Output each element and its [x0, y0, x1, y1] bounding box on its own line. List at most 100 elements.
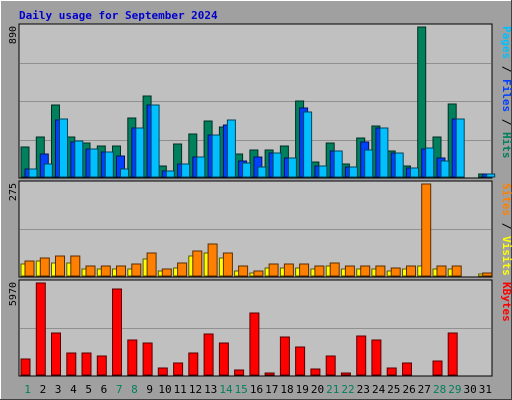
bar-sites-day-15: [238, 265, 249, 277]
bar-kbytes-day-10: [157, 367, 168, 376]
bar-kbytes-day-29: [447, 332, 458, 376]
bar-kbytes-day-18: [279, 336, 290, 376]
bar-pages-day-29: [455, 118, 465, 178]
bar-sites-day-8: [131, 263, 142, 277]
bar-sites-day-31: [482, 272, 493, 277]
bar-sites-day-7: [116, 265, 126, 277]
series-pages: [28, 104, 496, 178]
day-label-21: 21: [326, 383, 339, 396]
bar-kbytes-day-24: [371, 339, 382, 376]
bar-pages-day-3: [59, 118, 68, 178]
bar-kbytes-day-2: [35, 282, 46, 376]
side-label-segment: Sites: [500, 183, 512, 216]
day-label-1: 1: [24, 383, 31, 396]
bar-sites-day-3: [55, 255, 65, 277]
bar-sites-day-19: [299, 263, 310, 277]
day-axis-labels: 1 2 3 4 5 6 7 8 9 10 11 12 13 14 15 16 17 18 19 20 21 22 23 24 2…: [24, 383, 492, 396]
day-label-27: 27: [418, 383, 431, 396]
day-label-26: 26: [402, 383, 415, 396]
day-label-7: 7: [116, 383, 123, 396]
day-label-18: 18: [280, 383, 293, 396]
bar-sites-day-10: [161, 268, 172, 277]
bar-kbytes-day-15: [234, 369, 245, 376]
bar-pages-day-4: [74, 140, 84, 178]
day-label-9: 9: [146, 383, 153, 396]
panel-hits_files_pages: 890 Pages / Files / Hits: [8, 23, 512, 179]
day-label-3: 3: [55, 383, 62, 396]
bar-pages-day-21: [333, 150, 343, 178]
day-label-12: 12: [189, 383, 202, 396]
bar-sites-day-28: [436, 265, 447, 277]
bar-sites-day-29: [451, 265, 462, 277]
bar-sites-day-23: [360, 265, 371, 277]
bar-pages-day-31: [486, 173, 496, 178]
day-label-25: 25: [387, 383, 400, 396]
panel-visits_sites: 275 Sites / Visits: [8, 180, 512, 278]
series-kbytes: [20, 282, 458, 376]
bar-pages-day-20: [318, 165, 328, 178]
bar-sites-day-18: [283, 263, 294, 277]
bar-sites-day-4: [70, 255, 81, 277]
bar-pages-day-1: [28, 168, 38, 178]
day-label-24: 24: [372, 383, 386, 396]
bar-pages-day-8: [135, 127, 145, 178]
bar-pages-day-24: [379, 127, 389, 178]
panel-kbytes: 5970 KBytes: [8, 279, 512, 377]
bar-sites-day-27: [421, 183, 432, 277]
bar-pages-day-27: [425, 147, 435, 178]
day-label-11: 11: [174, 383, 187, 396]
day-label-19: 19: [296, 383, 309, 396]
day-label-8: 8: [131, 383, 138, 396]
bar-kbytes-day-26: [402, 362, 412, 376]
side-label-segment: Files: [500, 79, 512, 112]
bar-kbytes-day-5: [81, 352, 92, 376]
day-label-14: 14: [219, 383, 233, 396]
bar-pages-day-10: [165, 170, 175, 178]
bar-pages-day-19: [303, 111, 313, 178]
side-label-segment: Visits: [500, 236, 512, 276]
bar-sites-day-2: [39, 257, 50, 277]
side-label-segment: KBytes: [500, 282, 512, 322]
bar-sites-day-9: [146, 252, 157, 277]
day-label-16: 16: [250, 383, 263, 396]
bar-kbytes-day-11: [173, 362, 184, 376]
bar-pages-day-2: [43, 163, 53, 178]
bar-kbytes-day-13: [203, 333, 214, 376]
bar-kbytes-day-16: [249, 312, 260, 376]
day-label-29: 29: [448, 383, 461, 396]
bar-kbytes-day-28: [432, 360, 443, 376]
bar-pages-day-16: [257, 166, 267, 178]
y-axis-max-label: 890: [8, 26, 19, 44]
bar-sites-day-22: [344, 265, 355, 277]
bar-pages-day-26: [410, 167, 419, 178]
day-label-5: 5: [85, 383, 92, 396]
bar-kbytes-day-6: [96, 355, 107, 376]
bar-sites-day-26: [406, 265, 416, 277]
bar-sites-day-1: [24, 260, 35, 277]
side-label-segment: /: [500, 216, 512, 236]
bar-kbytes-day-20: [310, 368, 321, 376]
day-label-20: 20: [311, 383, 324, 396]
bar-kbytes-day-17: [264, 372, 275, 376]
bar-kbytes-day-22: [340, 372, 351, 376]
bar-pages-day-17: [272, 152, 282, 178]
bar-pages-day-7: [120, 168, 129, 178]
bar-sites-day-17: [268, 263, 279, 277]
bar-sites-day-24: [375, 265, 386, 277]
side-label-hits_files_pages: Pages / Files / Hits: [500, 26, 512, 159]
bar-pages-day-9: [150, 104, 160, 178]
bar-kbytes-day-3: [51, 332, 61, 376]
day-label-31: 31: [479, 383, 492, 396]
bar-kbytes-day-7: [112, 288, 122, 376]
day-label-30: 30: [463, 383, 476, 396]
bar-pages-day-6: [104, 151, 114, 178]
bar-kbytes-day-23: [356, 335, 367, 376]
bar-pages-day-18: [287, 157, 297, 178]
y-axis-max-label: 275: [8, 183, 19, 201]
bar-kbytes-day-19: [295, 346, 306, 376]
bar-kbytes-day-21: [325, 355, 336, 376]
day-label-6: 6: [101, 383, 108, 396]
bar-sites-day-13: [207, 243, 218, 277]
side-label-segment: /: [500, 112, 512, 132]
